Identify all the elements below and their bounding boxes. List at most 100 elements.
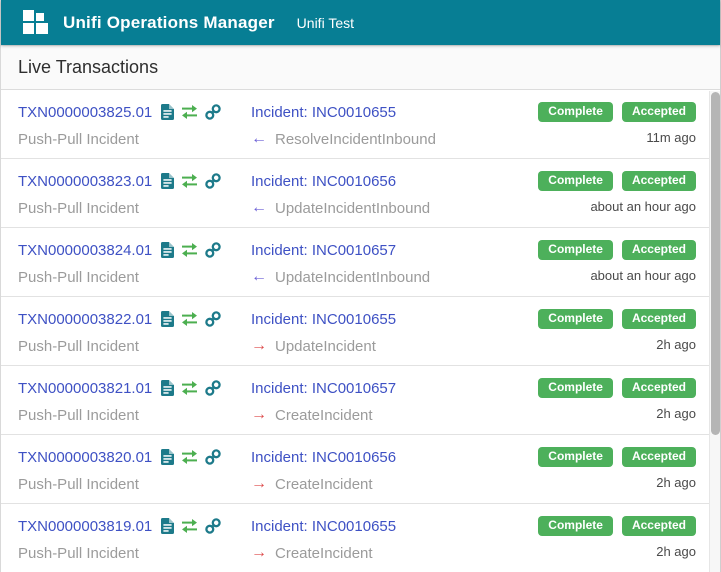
- incident-link[interactable]: Incident: INC0010655: [251, 517, 397, 535]
- incident-column: Incident: INC0010657 → CreateIncident: [251, 378, 486, 425]
- process-name-label: CreateIncident: [275, 544, 373, 562]
- timestamp: about an hour ago: [590, 268, 696, 283]
- link-icon[interactable]: [205, 242, 222, 258]
- transaction-column: TXN0000003819.01: [18, 516, 251, 563]
- link-icon[interactable]: [205, 449, 222, 465]
- status-badge-accepted: Accepted: [621, 309, 696, 329]
- document-icon[interactable]: [160, 104, 175, 120]
- transaction-row: TXN0000003825.01: [1, 90, 720, 159]
- transaction-row: TXN0000003822.01: [1, 297, 720, 366]
- incident-column: Incident: INC0010656 ← UpdateIncidentInb…: [251, 171, 486, 218]
- row-action-icons: [160, 242, 222, 258]
- document-icon[interactable]: [160, 518, 175, 534]
- incident-column: Incident: INC0010655 ← ResolveIncidentIn…: [251, 102, 486, 149]
- transaction-number-link[interactable]: TXN0000003819.01: [18, 517, 153, 535]
- transaction-number-link[interactable]: TXN0000003823.01: [18, 172, 153, 190]
- transaction-column: TXN0000003824.01: [18, 240, 251, 287]
- transaction-number-link[interactable]: TXN0000003824.01: [18, 241, 153, 259]
- status-badge-accepted: Accepted: [621, 171, 696, 191]
- row-action-icons: [160, 311, 222, 327]
- process-name-label: UpdateIncidentInbound: [275, 199, 431, 217]
- transaction-row: TXN0000003820.01: [1, 435, 720, 504]
- incident-link[interactable]: Incident: INC0010657: [251, 241, 397, 259]
- transaction-number-link[interactable]: TXN0000003822.01: [18, 310, 153, 328]
- process-name-label: CreateIncident: [275, 475, 373, 493]
- direction-arrow-icon: →: [251, 475, 267, 492]
- transaction-number-link[interactable]: TXN0000003820.01: [18, 448, 153, 466]
- document-icon[interactable]: [160, 449, 175, 465]
- timestamp: about an hour ago: [590, 199, 696, 214]
- page-title-band: Live Transactions: [1, 45, 720, 90]
- incident-link[interactable]: Incident: INC0010656: [251, 172, 397, 190]
- transaction-number-link[interactable]: TXN0000003825.01: [18, 103, 153, 121]
- transfer-arrows-icon[interactable]: [181, 311, 198, 327]
- transaction-type-label: Push-Pull Incident: [18, 268, 139, 286]
- transaction-row: TXN0000003821.01: [1, 366, 720, 435]
- direction-arrow-icon: ←: [251, 199, 267, 216]
- transfer-arrows-icon[interactable]: [181, 104, 198, 120]
- document-icon[interactable]: [160, 380, 175, 396]
- direction-arrow-icon: →: [251, 544, 267, 561]
- page-title: Live Transactions: [18, 57, 159, 77]
- transaction-number-link[interactable]: TXN0000003821.01: [18, 379, 153, 397]
- transaction-column: TXN0000003822.01: [18, 309, 251, 356]
- transaction-column: TXN0000003823.01: [18, 171, 251, 218]
- transfer-arrows-icon[interactable]: [181, 242, 198, 258]
- link-icon[interactable]: [205, 104, 222, 120]
- vertical-scrollbar[interactable]: [709, 91, 720, 572]
- incident-link[interactable]: Incident: INC0010655: [251, 310, 397, 328]
- timestamp: 2h ago: [656, 544, 696, 559]
- process-name-label: ResolveIncidentInbound: [275, 130, 436, 148]
- process-name-label: UpdateIncidentInbound: [275, 268, 431, 286]
- environment-link[interactable]: Unifi Test: [296, 14, 354, 31]
- status-badge-accepted: Accepted: [621, 516, 696, 536]
- status-column: Complete Accepted 2h ago: [486, 447, 696, 490]
- incident-column: Incident: INC0010656 → CreateIncident: [251, 447, 486, 494]
- status-badge-accepted: Accepted: [621, 378, 696, 398]
- transaction-list: TXN0000003825.01: [1, 90, 720, 572]
- direction-arrow-icon: ←: [251, 268, 267, 285]
- transfer-arrows-icon[interactable]: [181, 380, 198, 396]
- document-icon[interactable]: [160, 311, 175, 327]
- row-action-icons: [160, 173, 222, 189]
- timestamp: 2h ago: [656, 406, 696, 421]
- document-icon[interactable]: [160, 242, 175, 258]
- timestamp: 2h ago: [656, 337, 696, 352]
- status-badge-complete: Complete: [538, 447, 613, 467]
- transaction-type-label: Push-Pull Incident: [18, 199, 139, 217]
- status-badge-complete: Complete: [538, 240, 613, 260]
- status-badge-accepted: Accepted: [621, 240, 696, 260]
- link-icon[interactable]: [205, 380, 222, 396]
- link-icon[interactable]: [205, 518, 222, 534]
- transaction-column: TXN0000003820.01: [18, 447, 251, 494]
- transfer-arrows-icon[interactable]: [181, 449, 198, 465]
- incident-link[interactable]: Incident: INC0010655: [251, 103, 397, 121]
- incident-link[interactable]: Incident: INC0010656: [251, 448, 397, 466]
- document-icon[interactable]: [160, 173, 175, 189]
- status-badge-complete: Complete: [538, 171, 613, 191]
- scrollbar-thumb[interactable]: [711, 92, 720, 435]
- link-icon[interactable]: [205, 173, 222, 189]
- incident-column: Incident: INC0010655 → CreateIncident: [251, 516, 486, 563]
- transaction-row: TXN0000003819.01: [1, 504, 720, 572]
- transaction-type-label: Push-Pull Incident: [18, 544, 139, 562]
- transfer-arrows-icon[interactable]: [181, 518, 198, 534]
- incident-link[interactable]: Incident: INC0010657: [251, 379, 397, 397]
- transfer-arrows-icon[interactable]: [181, 173, 198, 189]
- transaction-type-label: Push-Pull Incident: [18, 337, 139, 355]
- incident-column: Incident: INC0010657 ← UpdateIncidentInb…: [251, 240, 486, 287]
- grid-tiles-icon[interactable]: [23, 10, 49, 35]
- app-title: Unifi Operations Manager: [63, 12, 275, 32]
- transaction-type-label: Push-Pull Incident: [18, 406, 139, 424]
- status-badge-complete: Complete: [538, 378, 613, 398]
- status-badge-accepted: Accepted: [621, 102, 696, 122]
- process-name-label: CreateIncident: [275, 406, 373, 424]
- process-name-label: UpdateIncident: [275, 337, 376, 355]
- direction-arrow-icon: →: [251, 337, 267, 354]
- transaction-row: TXN0000003824.01: [1, 228, 720, 297]
- status-badge-complete: Complete: [538, 516, 613, 536]
- transaction-type-label: Push-Pull Incident: [18, 130, 139, 148]
- link-icon[interactable]: [205, 311, 222, 327]
- status-badge-accepted: Accepted: [621, 447, 696, 467]
